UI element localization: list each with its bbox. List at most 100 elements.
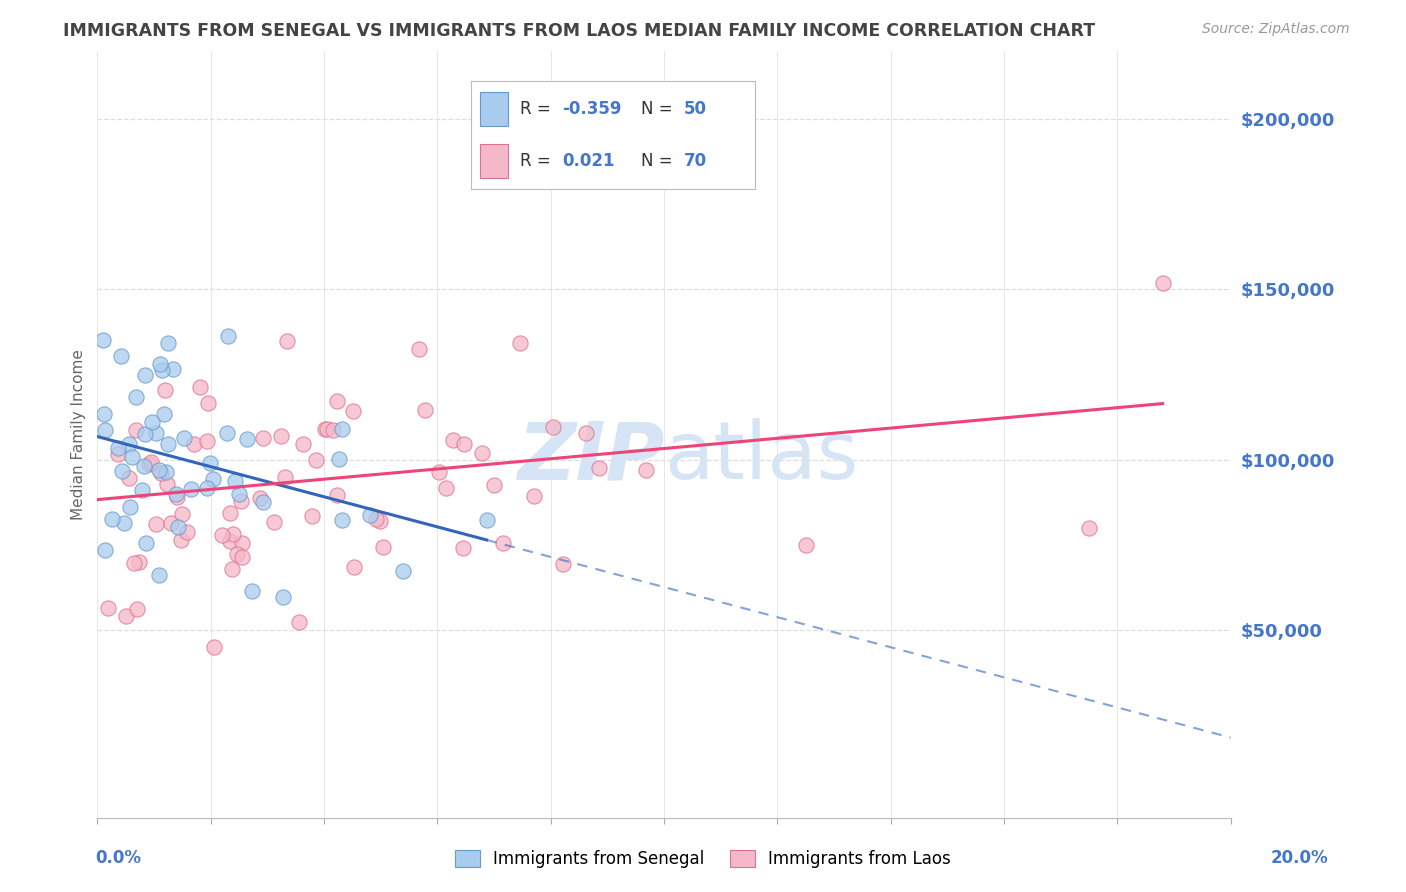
Point xyxy=(231,550,253,565)
Point xyxy=(183,436,205,450)
Point xyxy=(135,535,157,549)
Point xyxy=(575,425,598,440)
Point xyxy=(152,407,174,421)
Point xyxy=(1078,521,1101,535)
Point xyxy=(252,495,274,509)
Point xyxy=(197,395,219,409)
Point xyxy=(94,542,117,557)
Point xyxy=(322,424,344,438)
Point xyxy=(217,329,239,343)
Point xyxy=(219,533,242,548)
Point xyxy=(172,507,194,521)
Point xyxy=(118,437,141,451)
Point xyxy=(149,357,172,371)
Point xyxy=(471,446,494,460)
Point xyxy=(225,547,247,561)
Point xyxy=(112,516,135,530)
Point xyxy=(441,434,464,448)
Text: atlas: atlas xyxy=(664,418,859,496)
Point xyxy=(551,557,574,571)
Point xyxy=(408,343,430,357)
Point xyxy=(127,602,149,616)
Point xyxy=(148,463,170,477)
Point xyxy=(228,487,250,501)
Text: 20.0%: 20.0% xyxy=(1271,848,1329,866)
Point xyxy=(202,640,225,655)
Point xyxy=(434,481,457,495)
Point xyxy=(794,538,817,552)
Point xyxy=(301,508,323,523)
Point xyxy=(107,447,129,461)
Point xyxy=(91,333,114,347)
Text: Source: ZipAtlas.com: Source: ZipAtlas.com xyxy=(1202,22,1350,37)
Point xyxy=(148,567,170,582)
Point xyxy=(165,487,187,501)
Point xyxy=(139,455,162,469)
Text: IMMIGRANTS FROM SENEGAL VS IMMIGRANTS FROM LAOS MEDIAN FAMILY INCOME CORRELATION: IMMIGRANTS FROM SENEGAL VS IMMIGRANTS FR… xyxy=(63,22,1095,40)
Point xyxy=(325,488,347,502)
Text: ZIP: ZIP xyxy=(516,418,664,496)
Point xyxy=(330,513,353,527)
Point xyxy=(263,515,285,529)
Point xyxy=(153,383,176,397)
Point xyxy=(115,608,138,623)
Point xyxy=(121,450,143,464)
Point xyxy=(326,393,349,408)
Point xyxy=(94,423,117,437)
Point xyxy=(145,516,167,531)
Point xyxy=(509,335,531,350)
Point xyxy=(221,561,243,575)
Text: 0.0%: 0.0% xyxy=(96,848,142,866)
Y-axis label: Median Family Income: Median Family Income xyxy=(72,349,86,520)
Point xyxy=(249,491,271,505)
Point xyxy=(173,431,195,445)
Point xyxy=(197,434,219,449)
Point xyxy=(155,466,177,480)
Point xyxy=(138,457,160,471)
Point xyxy=(332,421,354,435)
Point xyxy=(240,583,263,598)
Point xyxy=(588,460,610,475)
Point xyxy=(343,559,366,574)
Point xyxy=(305,452,328,467)
Point xyxy=(292,437,315,451)
Point xyxy=(413,403,436,417)
Point xyxy=(93,407,115,421)
Point xyxy=(224,474,246,488)
Point xyxy=(202,472,225,486)
Point xyxy=(195,481,218,495)
Point xyxy=(157,437,180,451)
Point xyxy=(211,527,233,541)
Point xyxy=(176,525,198,540)
Point xyxy=(316,422,339,436)
Point xyxy=(453,437,475,451)
Point xyxy=(145,426,167,441)
Point xyxy=(167,520,190,534)
Point xyxy=(125,423,148,437)
Point xyxy=(170,533,193,547)
Point xyxy=(131,483,153,497)
Point xyxy=(180,482,202,496)
Point xyxy=(392,564,415,578)
Point xyxy=(110,349,132,363)
Point xyxy=(134,368,156,382)
Point xyxy=(492,536,515,550)
Point xyxy=(366,512,388,526)
Point xyxy=(156,477,179,491)
Point xyxy=(97,601,120,615)
Point xyxy=(541,420,564,434)
Point xyxy=(162,362,184,376)
Point xyxy=(276,334,298,348)
Point xyxy=(218,506,240,520)
Point xyxy=(328,452,350,467)
Point xyxy=(111,464,134,478)
Point xyxy=(118,471,141,485)
Point xyxy=(427,465,450,479)
Point xyxy=(314,422,336,436)
Point xyxy=(141,415,163,429)
Point xyxy=(215,425,238,440)
Point xyxy=(132,458,155,473)
Point xyxy=(128,555,150,569)
Point xyxy=(120,500,142,515)
Point xyxy=(271,590,294,604)
